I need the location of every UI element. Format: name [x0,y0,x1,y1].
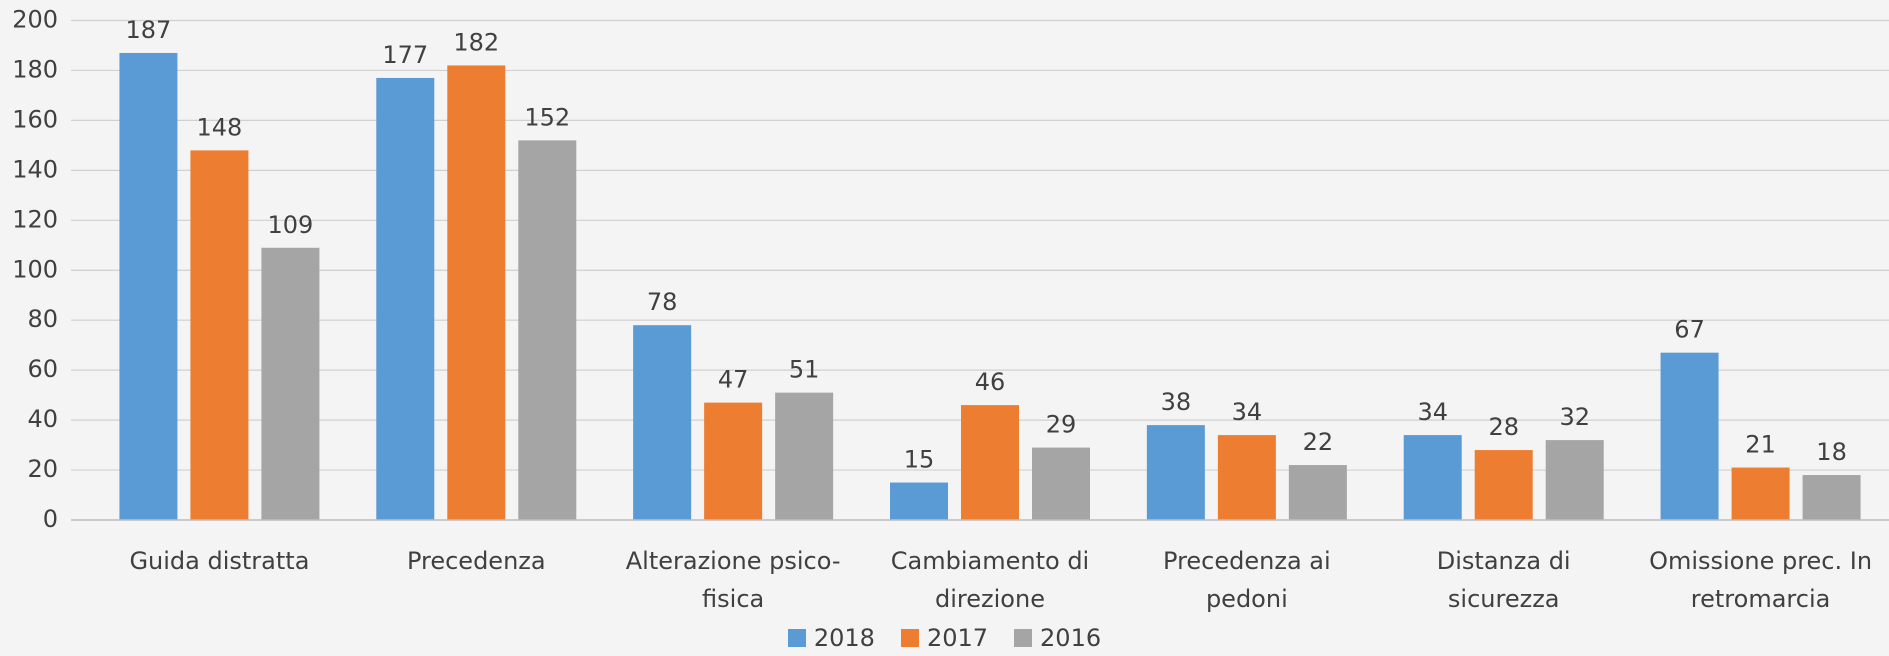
value-label: 29 [1046,411,1077,439]
bar [1146,425,1205,520]
y-tick-label: 60 [27,355,58,383]
x-tick-label: Cambiamento di direzione [890,547,1090,613]
value-label: 38 [1161,388,1192,416]
y-tick-label: 140 [12,155,58,183]
value-label: 46 [975,368,1006,396]
value-label: 182 [453,28,499,56]
bar [261,247,320,520]
bar [447,65,506,520]
y-tick-label: 180 [12,55,58,83]
bar [119,52,178,520]
legend-swatch [1014,629,1033,647]
y-tick-label: 20 [27,455,58,483]
y-tick-label: 100 [12,255,58,283]
bar [633,325,692,520]
legend-label: 2016 [1040,624,1102,652]
x-tick-label: Precedenza [406,547,546,575]
y-tick-label: 0 [43,505,58,533]
y-tick-label: 160 [12,105,58,133]
y-tick-label: 200 [12,6,58,34]
legend-item: 2016 [1014,624,1101,652]
bar [1660,352,1719,520]
value-label: 32 [1559,403,1590,431]
legend-swatch [900,629,919,647]
value-label: 22 [1303,428,1334,456]
legend-item: 2018 [787,624,875,652]
value-label: 109 [268,211,314,239]
bar [1474,450,1533,520]
value-label: 51 [789,356,820,384]
bar [518,140,577,520]
bar [1217,435,1276,520]
x-tick-label: Guida distratta [129,547,310,575]
bar [1731,467,1790,520]
bar [1288,465,1347,520]
value-label: 152 [524,103,570,131]
x-tick-label: Alterazione psico-fisica [625,547,841,613]
value-label: 67 [1674,316,1705,344]
bar [775,392,834,520]
bar [190,150,249,520]
bar [704,402,763,520]
value-label: 78 [647,288,678,316]
y-tick-label: 120 [12,205,58,233]
value-label: 21 [1745,431,1776,459]
bar [890,482,948,520]
bar [1032,447,1090,520]
value-label: 34 [1232,398,1263,426]
bar [1403,435,1462,520]
legend: 2018 2017 2016 [0,624,1889,652]
value-label: 15 [904,446,935,474]
bar [1802,475,1861,520]
legend-swatch [787,629,806,647]
value-label: 34 [1417,398,1448,426]
bar [961,405,1019,520]
value-label: 18 [1816,438,1847,466]
x-tick-label: Distanza di sicurezza [1436,547,1571,613]
value-label: 28 [1488,413,1519,441]
value-label: 177 [382,41,428,69]
bar [1545,440,1604,520]
legend-label: 2017 [926,624,989,652]
value-label: 47 [718,366,749,394]
legend-label: 2018 [813,624,875,652]
legend-item: 2017 [900,624,989,652]
value-label: 148 [197,113,243,141]
value-label: 187 [126,16,172,44]
y-tick-label: 80 [27,305,58,333]
y-tick-label: 40 [27,405,58,433]
bar [376,77,435,520]
x-tick-label: Omissione prec. In retromarcia [1649,547,1873,613]
x-tick-label: Precedenza ai pedoni [1163,547,1331,613]
